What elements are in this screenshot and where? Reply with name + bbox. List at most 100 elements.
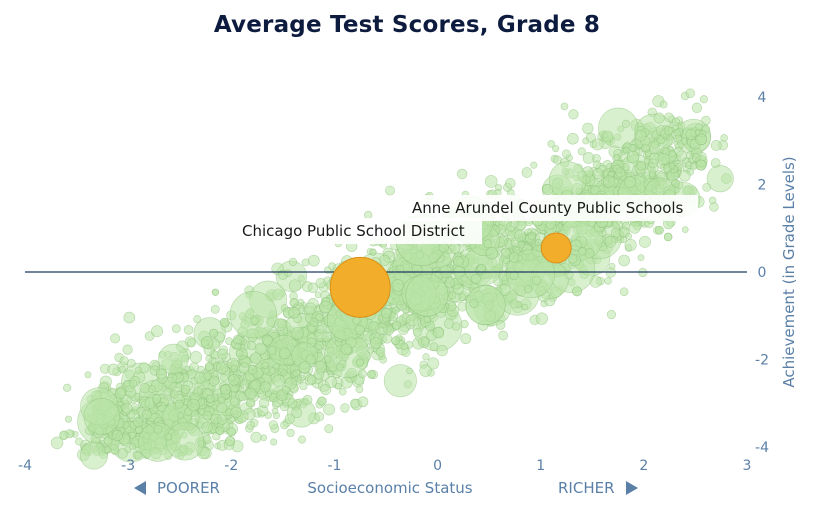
district-point [335,363,344,372]
district-point [382,333,393,344]
district-point [685,128,697,140]
district-point [59,430,69,440]
district-point [638,235,651,248]
district-point [121,402,133,414]
district-point [398,324,409,336]
district-point [391,336,401,345]
district-point [291,326,304,340]
district-point [368,321,379,332]
district-point [367,370,376,379]
district-point [230,364,239,373]
district-point [420,337,430,346]
district-point [608,262,616,270]
district-point [148,385,156,394]
highlighted-district-point[interactable] [540,232,572,264]
district-point [280,369,288,377]
district-point [626,150,640,164]
district-point [364,210,373,220]
district-point [710,140,722,151]
district-point [691,102,703,113]
district-point [521,167,533,178]
district-point [314,360,327,373]
district-point [679,170,691,182]
district-point [370,337,382,349]
district-point [118,365,126,374]
district-point [413,327,422,337]
callout-background [406,195,698,221]
district-point [111,429,123,441]
callout-label: Chicago Public School District [242,222,465,240]
callout-label: Anne Arundel County Public Schools [412,199,684,217]
district-point [560,102,569,111]
district-point [153,424,163,434]
district-point [280,420,289,430]
chart-title: Average Test Scores, Grade 8 [213,12,601,38]
y-axis-ticks: 4 2 0 -2 -4 [755,90,769,456]
district-point [308,254,320,267]
district-point [261,334,273,346]
district-point [453,255,464,267]
district-point [699,95,708,104]
district-point [215,426,224,435]
district-point [429,342,439,351]
district-point [229,291,277,339]
district-point [674,134,683,143]
district-point [174,399,184,409]
district-point [187,338,197,348]
district-point [602,130,614,143]
district-point [234,343,242,351]
district-point [685,88,696,99]
district-point [465,284,506,326]
district-point [268,367,277,375]
district-point [501,247,511,257]
district-point [613,153,621,161]
district-point [622,146,630,154]
district-point [208,375,220,387]
district-point [165,422,205,461]
district-point [134,451,143,460]
district-point [189,351,203,364]
district-point [250,431,262,443]
district-point [671,117,681,127]
district-point [568,109,579,120]
district-point [436,345,448,357]
district-point [405,273,449,317]
district-point [506,249,555,299]
district-point [317,396,327,406]
district-point [305,354,316,365]
district-point [655,225,664,235]
district-point [452,283,464,295]
district-point [498,330,509,341]
district-point [180,384,191,394]
highlighted-district-point[interactable] [329,256,391,318]
background-points [50,88,734,470]
district-point [591,138,604,151]
district-point [505,178,516,189]
district-point [606,309,616,320]
district-point [619,287,629,296]
district-point [354,324,365,335]
district-point [267,345,277,355]
district-point [427,357,440,370]
district-point [391,306,400,315]
district-point [132,417,143,428]
district-point [367,346,374,354]
district-point [246,398,256,408]
district-point [288,257,298,267]
x-axis-ticks: -4 -3 -2 -1 0 1 2 3 [18,458,751,474]
district-point [542,183,554,195]
district-point [663,126,673,136]
district-point [444,277,455,288]
district-point [63,383,72,392]
district-point [625,232,633,240]
district-point [65,415,73,423]
district-point [535,312,548,325]
district-point [534,238,542,247]
district-point [230,397,240,407]
district-point [107,363,120,376]
district-point [220,384,231,396]
district-point [405,313,419,327]
district-point [637,254,645,262]
district-point [117,448,128,459]
